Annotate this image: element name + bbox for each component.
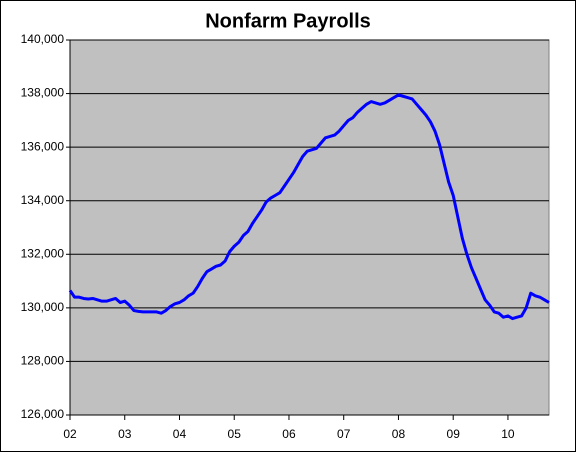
x-tick-label: 07 xyxy=(337,427,351,441)
y-tick-label: 126,000 xyxy=(21,407,65,421)
y-tick-label: 130,000 xyxy=(21,300,65,314)
chart-title: Nonfarm Payrolls xyxy=(205,10,371,32)
series-line xyxy=(68,93,550,321)
plot-area xyxy=(69,39,550,416)
x-tick-label: 08 xyxy=(392,427,406,441)
x-tick-label: 06 xyxy=(282,427,296,441)
x-tick-label: 04 xyxy=(173,427,187,441)
y-tick-label: 138,000 xyxy=(21,86,65,100)
y-tick-label: 136,000 xyxy=(21,139,65,153)
y-tick-label: 128,000 xyxy=(21,354,65,368)
x-tick-label: 09 xyxy=(447,427,461,441)
y-tick-label: 132,000 xyxy=(21,246,65,260)
x-tick-label: 10 xyxy=(501,427,515,441)
x-tick-label: 03 xyxy=(118,427,132,441)
y-tick-label: 134,000 xyxy=(21,193,65,207)
x-tick-label: 05 xyxy=(228,427,242,441)
y-tick-label: 140,000 xyxy=(21,32,65,46)
x-tick-label: 02 xyxy=(63,427,77,441)
